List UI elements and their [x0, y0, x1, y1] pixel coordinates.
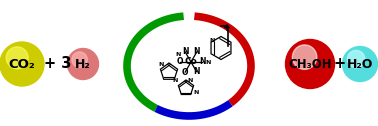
Text: O: O — [182, 68, 188, 77]
Text: N: N — [194, 47, 200, 56]
Text: N: N — [182, 47, 188, 56]
Text: Co: Co — [184, 57, 197, 67]
Text: +: + — [223, 23, 231, 33]
Text: N: N — [158, 61, 164, 67]
Text: + 3: + 3 — [44, 56, 72, 71]
Circle shape — [68, 49, 99, 80]
Text: N: N — [199, 57, 205, 67]
Circle shape — [6, 47, 28, 69]
Circle shape — [145, 22, 233, 110]
Text: H₂: H₂ — [75, 57, 91, 71]
Circle shape — [72, 52, 87, 67]
Text: N: N — [175, 52, 181, 56]
Circle shape — [0, 42, 44, 86]
Text: N: N — [209, 39, 215, 43]
Text: CH₃OH: CH₃OH — [288, 57, 332, 71]
Text: +: + — [334, 56, 346, 71]
Text: N: N — [205, 59, 211, 65]
Text: N: N — [193, 67, 200, 76]
Text: N: N — [187, 77, 193, 83]
Circle shape — [292, 45, 317, 69]
Text: CO₂: CO₂ — [9, 57, 36, 71]
Text: N: N — [172, 77, 178, 83]
Text: O: O — [177, 57, 183, 67]
Text: H₂O: H₂O — [347, 57, 373, 71]
Text: N: N — [193, 89, 199, 94]
Circle shape — [342, 46, 378, 82]
Circle shape — [347, 50, 365, 68]
Circle shape — [285, 39, 335, 88]
